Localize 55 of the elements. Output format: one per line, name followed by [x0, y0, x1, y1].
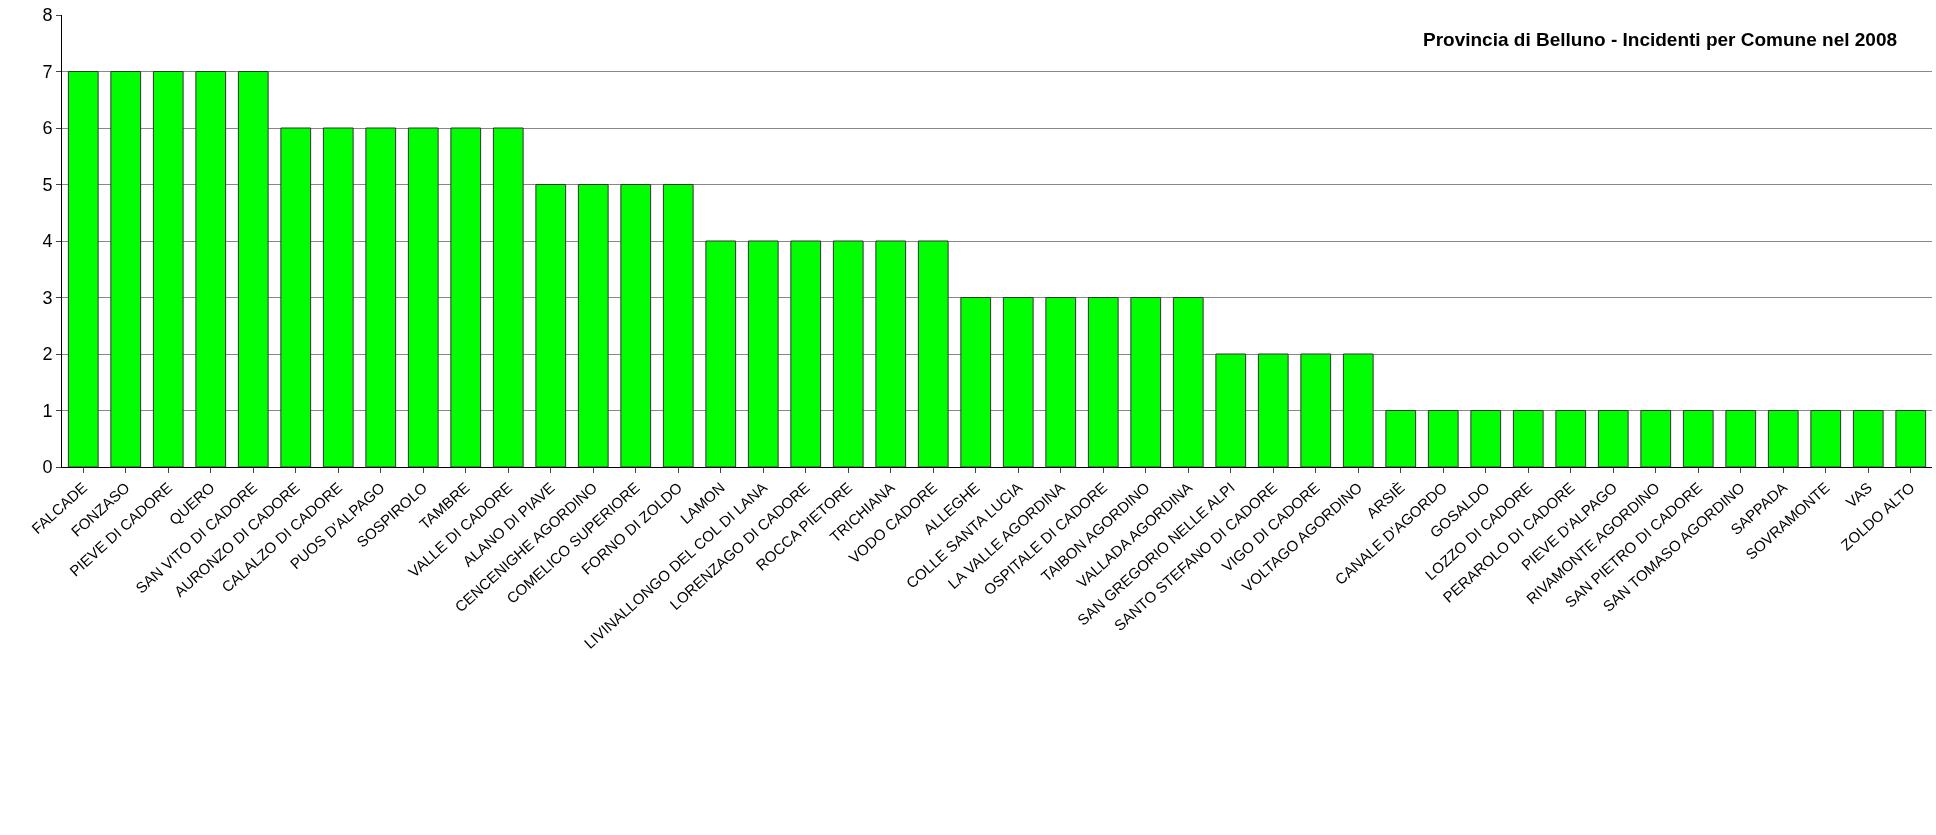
- bar: [960, 297, 992, 467]
- bar: [790, 240, 822, 467]
- bar: [1512, 410, 1544, 467]
- y-tick-label: 1: [42, 400, 53, 421]
- bar: [1045, 297, 1077, 467]
- bar: [1470, 410, 1502, 467]
- bar: [577, 184, 609, 467]
- bar: [152, 71, 184, 467]
- bar: [1555, 410, 1587, 467]
- bar: [1767, 410, 1799, 467]
- bar: [620, 184, 652, 467]
- bar: [1257, 353, 1289, 467]
- bar: [237, 71, 269, 467]
- bar: [705, 240, 737, 467]
- bar: [1342, 353, 1374, 467]
- bar: [1300, 353, 1332, 467]
- bar: [1172, 297, 1204, 467]
- bar: [322, 127, 354, 467]
- bar: [1640, 410, 1672, 467]
- bar: [535, 184, 567, 467]
- bar: [492, 127, 524, 467]
- bar: [1427, 410, 1459, 467]
- bar: [195, 71, 227, 467]
- bar: [365, 127, 397, 467]
- y-tick-label: 0: [42, 457, 53, 478]
- bar: [1130, 297, 1162, 467]
- bar: [1087, 297, 1119, 467]
- bar: [450, 127, 482, 467]
- bar: [1682, 410, 1714, 467]
- bar: [110, 71, 142, 467]
- bar: [67, 71, 99, 467]
- bar: [1810, 410, 1842, 467]
- bar: [1002, 297, 1034, 467]
- bar: [832, 240, 864, 467]
- y-tick-label: 8: [42, 5, 53, 26]
- bar: [1895, 410, 1927, 467]
- y-tick-label: 2: [42, 344, 53, 365]
- bar: [1385, 410, 1417, 467]
- bar: [917, 240, 949, 467]
- text: Provincia di Belluno - Incidenti per Comune nel 2008: [1423, 29, 1898, 50]
- bar: [662, 184, 694, 467]
- y-tick-label: 7: [42, 61, 53, 82]
- y-tick-label: 5: [42, 174, 53, 195]
- bar: [1852, 410, 1884, 467]
- bar: [1215, 353, 1247, 467]
- bar: [747, 240, 779, 467]
- bar: [875, 240, 907, 467]
- bar: [1725, 410, 1757, 467]
- y-tick-label: 6: [42, 118, 53, 139]
- x-tick-label: VAS: [1842, 478, 1876, 511]
- bar: [407, 127, 439, 467]
- bar: [280, 127, 312, 467]
- bar: [1597, 410, 1629, 467]
- y-tick-label: 4: [42, 231, 53, 252]
- y-tick-label: 3: [42, 287, 53, 308]
